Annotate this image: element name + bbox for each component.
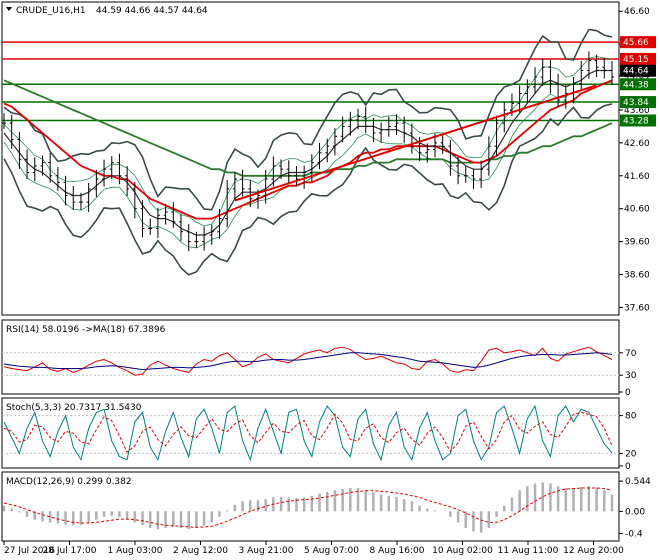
time-axis-label: 2 Aug 12:00 bbox=[173, 546, 228, 556]
trend-line bbox=[234, 84, 597, 202]
macd-pane-frame bbox=[1, 471, 620, 542]
macd-axis-label: -0.4 bbox=[625, 530, 643, 540]
rsi-axis-label: 0 bbox=[625, 388, 631, 398]
macd-signal-line bbox=[3, 487, 613, 528]
level-tag bbox=[620, 36, 656, 49]
level-tag-label: 45.15 bbox=[623, 55, 649, 65]
ma-red-line bbox=[3, 79, 613, 220]
price-axis-label: 42.60 bbox=[624, 139, 650, 149]
time-axis-label: 5 Aug 07:00 bbox=[304, 546, 359, 556]
support-resistance-levels bbox=[2, 41, 619, 122]
rsi-pane: RSI(14) 58.0196 ->MA(18) 67.3896 70 30 0 bbox=[1, 319, 637, 398]
price-axis-label: 38.60 bbox=[624, 271, 650, 281]
stochastic-axis-label: 20 bbox=[625, 449, 637, 459]
rsi-axis: 70 30 0 bbox=[2, 349, 637, 398]
lower-band bbox=[3, 103, 613, 276]
stochastic-axis-label: 80 bbox=[625, 412, 637, 422]
rsi-axis-label: 30 bbox=[625, 371, 637, 381]
time-axis-label: 3 Aug 21:00 bbox=[239, 546, 294, 556]
price-pane: CRUDE_U16,H1 44.59 44.66 44.57 44.64 46.… bbox=[1, 1, 656, 316]
current-price-tag bbox=[620, 64, 656, 77]
stochastic-main-line bbox=[3, 404, 613, 462]
time-axis-label: 10 Aug 02:00 bbox=[432, 546, 493, 556]
price-axis-label: 46.60 bbox=[624, 7, 650, 17]
price-pane-frame bbox=[1, 1, 620, 316]
stochastic-axis-label: 0 bbox=[625, 462, 631, 472]
macd-axis-label: 0.00 bbox=[625, 507, 645, 517]
level-tag bbox=[620, 52, 656, 65]
ma-green-line bbox=[3, 79, 613, 177]
rsi-pane-frame bbox=[1, 319, 620, 395]
level-tag-label: 45.66 bbox=[623, 38, 649, 48]
time-axis-label: 28 Jul 17:00 bbox=[43, 546, 97, 556]
collapse-arrow-icon[interactable] bbox=[6, 7, 12, 11]
time-axis-label: 8 Aug 16:00 bbox=[370, 546, 425, 556]
rsi-series bbox=[3, 346, 613, 376]
macd-axis: 0.544 0.00 -0.4 bbox=[619, 477, 651, 540]
level-tag bbox=[620, 96, 656, 109]
price-axis-label: 40.60 bbox=[624, 205, 650, 215]
price-series bbox=[2, 51, 614, 252]
level-tag-label: 43.28 bbox=[623, 116, 649, 126]
macd-axis-label: 0.544 bbox=[625, 477, 651, 487]
stochastic-pane: Stoch(5,3,3) 20.7317 31.5430 80 20 0 bbox=[1, 397, 637, 472]
ohlc-values: 44.59 44.66 44.57 44.64 bbox=[96, 6, 208, 16]
ma-fast-line bbox=[3, 69, 612, 236]
current-price-label: 44.64 bbox=[623, 67, 649, 77]
level-tag bbox=[620, 114, 656, 127]
price-axis-label: 43.60 bbox=[624, 106, 650, 116]
stochastic-series bbox=[3, 404, 613, 462]
time-axis-label: 27 Jul 2016 bbox=[4, 546, 55, 556]
rsi-title: RSI(14) 58.0196 ->MA(18) 67.3896 bbox=[6, 325, 166, 335]
price-axis-label: 39.60 bbox=[624, 238, 650, 248]
time-axis-label: 12 Aug 20:00 bbox=[563, 546, 624, 556]
level-tag bbox=[620, 78, 656, 91]
time-axis-label: 1 Aug 03:00 bbox=[108, 546, 163, 556]
rsi-axis-label: 70 bbox=[625, 349, 637, 359]
rsi-ma-line bbox=[3, 352, 613, 371]
bollinger-bands bbox=[3, 28, 613, 276]
upper-band bbox=[3, 28, 613, 211]
price-axis-label: 41.60 bbox=[624, 172, 650, 182]
stochastic-title: Stoch(5,3,3) 20.7317 31.5430 bbox=[6, 403, 142, 413]
lower-envelope bbox=[3, 81, 613, 249]
level-tag-label: 44.38 bbox=[623, 80, 649, 90]
macd-pane: MACD(12,26,9) 0.299 0.382 0.544 0.00 -0.4 bbox=[1, 471, 651, 542]
upper-envelope bbox=[3, 56, 613, 227]
stochastic-signal-line bbox=[3, 411, 613, 453]
price-level-tags: 45.66 45.15 44.38 43.84 43.28 44.64 bbox=[620, 36, 656, 127]
symbol-title: CRUDE_U16,H1 bbox=[16, 6, 86, 16]
rsi-line bbox=[3, 346, 613, 376]
price-axis-label: 37.60 bbox=[624, 303, 650, 313]
time-axis-label: 11 Aug 11:00 bbox=[498, 546, 559, 556]
stochastic-pane-frame bbox=[1, 397, 620, 469]
macd-title: MACD(12,26,9) 0.299 0.382 bbox=[6, 477, 132, 487]
level-tag-label: 43.84 bbox=[623, 98, 649, 108]
macd-series bbox=[2, 482, 614, 533]
